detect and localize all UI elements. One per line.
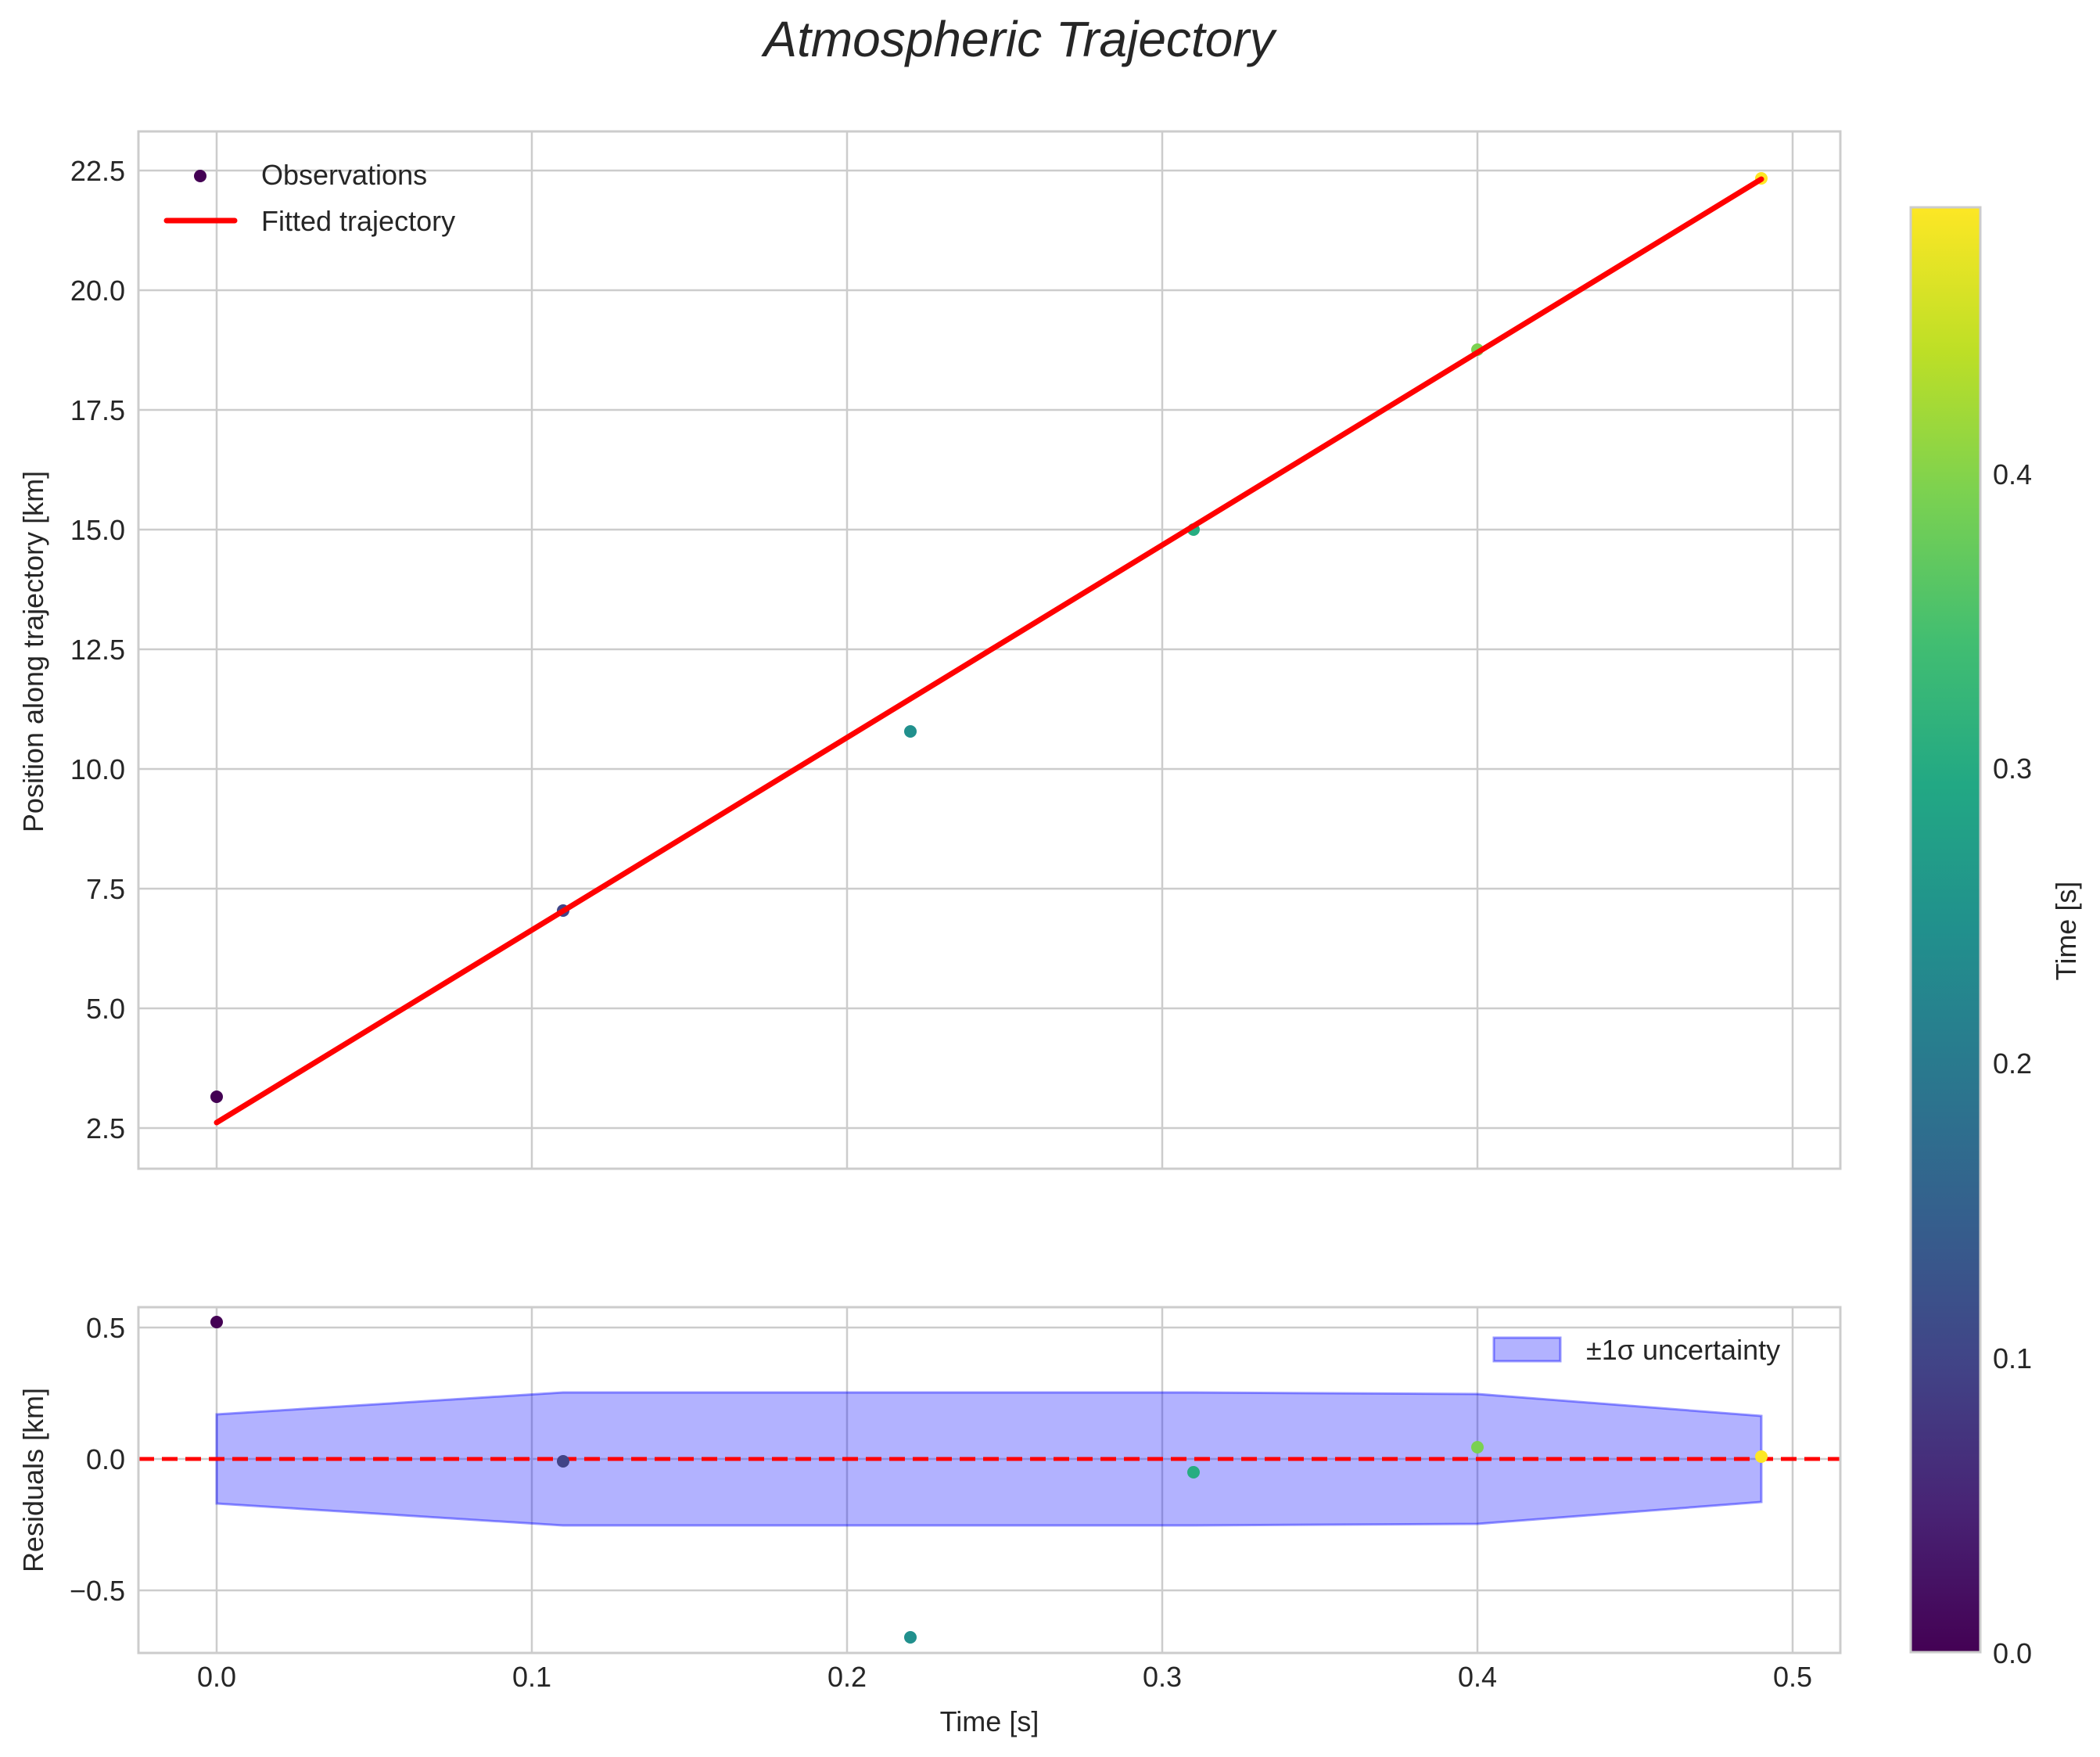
observation-point[interactable] xyxy=(210,1090,223,1103)
svg-text:−0.5: −0.5 xyxy=(70,1575,125,1607)
bottom-y-axis-label: Residuals [km] xyxy=(17,1388,49,1572)
legend-fit-label: Fitted trajectory xyxy=(261,205,455,237)
top-axes-frame xyxy=(137,130,1842,1170)
chart-title: Atmospheric Trajectory xyxy=(760,11,1277,67)
trajectory-panel: 2.5 5.0 7.5 10.0 12.5 15.0 17.5 20.0 22.… xyxy=(17,130,1842,1170)
svg-text:20.0: 20.0 xyxy=(70,275,125,307)
svg-text:7.5: 7.5 xyxy=(86,873,125,905)
bottom-y-tick-labels: 0.5 0.0 −0.5 xyxy=(70,1312,125,1607)
residual-point[interactable] xyxy=(1471,1441,1484,1453)
svg-text:17.5: 17.5 xyxy=(70,394,125,426)
fitted-trajectory-line xyxy=(214,176,1764,1126)
svg-text:0.4: 0.4 xyxy=(1993,458,2032,490)
svg-text:0.1: 0.1 xyxy=(512,1661,551,1693)
svg-text:0.4: 0.4 xyxy=(1458,1661,1497,1693)
residual-points xyxy=(210,1316,1768,1644)
svg-text:15.0: 15.0 xyxy=(70,514,125,546)
svg-text:0.0: 0.0 xyxy=(86,1443,125,1475)
residual-point[interactable] xyxy=(210,1316,223,1328)
bottom-axes-frame xyxy=(137,1306,1842,1655)
legend-band-swatch-icon xyxy=(1492,1336,1562,1363)
residual-point[interactable] xyxy=(1755,1450,1768,1463)
svg-text:2.5: 2.5 xyxy=(86,1112,125,1144)
colorbar-tick-labels: 0.0 0.1 0.2 0.3 0.4 xyxy=(1993,458,2032,1669)
svg-text:12.5: 12.5 xyxy=(70,634,125,666)
x-axis-label: Time [s] xyxy=(940,1705,1039,1737)
legend-observations-marker-icon xyxy=(194,170,206,182)
svg-text:5.0: 5.0 xyxy=(86,993,125,1025)
residuals-panel: 0.5 0.0 −0.5 0.0 0.1 0.2 0.3 0.4 0.5 Tim… xyxy=(17,1306,1842,1737)
svg-text:0.5: 0.5 xyxy=(86,1312,125,1344)
bottom-legend: ±1σ uncertainty xyxy=(1492,1334,1780,1366)
svg-text:0.3: 0.3 xyxy=(1993,753,2032,785)
svg-text:0.5: 0.5 xyxy=(1773,1661,1812,1693)
svg-text:0.2: 0.2 xyxy=(1993,1047,2032,1080)
top-legend: Observations Fitted trajectory xyxy=(163,159,455,237)
residual-point[interactable] xyxy=(1187,1466,1200,1479)
top-y-tick-labels: 2.5 5.0 7.5 10.0 12.5 15.0 17.5 20.0 22.… xyxy=(70,155,125,1144)
top-y-axis-label: Position along trajectory [km] xyxy=(17,471,49,832)
colorbar-gradient xyxy=(1909,206,1982,1654)
svg-text:0.0: 0.0 xyxy=(1993,1637,2032,1669)
x-tick-labels: 0.0 0.1 0.2 0.3 0.4 0.5 xyxy=(197,1661,1812,1693)
svg-text:22.5: 22.5 xyxy=(70,155,125,187)
residual-point[interactable] xyxy=(904,1631,917,1644)
observation-points xyxy=(210,172,1768,1103)
svg-text:0.2: 0.2 xyxy=(827,1661,867,1693)
residual-point[interactable] xyxy=(557,1455,569,1468)
svg-text:0.0: 0.0 xyxy=(197,1661,236,1693)
svg-text:0.3: 0.3 xyxy=(1143,1661,1182,1693)
colorbar: 0.0 0.1 0.2 0.3 0.4 Time [s] xyxy=(1909,206,2082,1669)
colorbar-label: Time [s] xyxy=(2050,882,2082,981)
svg-text:10.0: 10.0 xyxy=(70,753,125,785)
legend-observations-label: Observations xyxy=(261,159,427,191)
legend-band-label: ±1σ uncertainty xyxy=(1586,1334,1780,1366)
svg-text:0.1: 0.1 xyxy=(1993,1342,2032,1374)
observation-point[interactable] xyxy=(904,725,917,738)
top-gridlines xyxy=(138,131,1840,1169)
